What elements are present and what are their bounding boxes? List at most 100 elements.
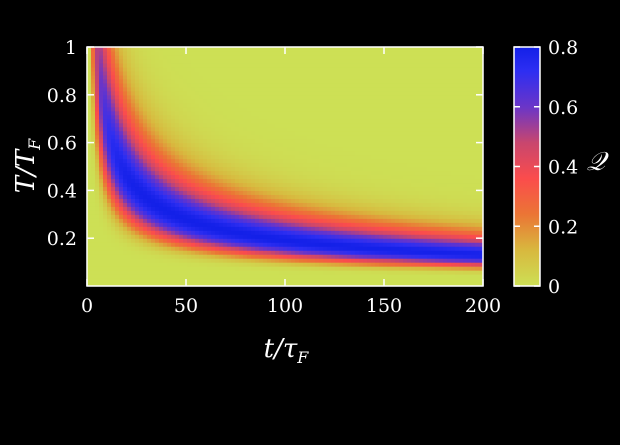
heatmap-cell xyxy=(255,210,260,215)
heatmap-cell xyxy=(271,266,276,271)
heatmap-cell xyxy=(271,158,276,164)
heatmap-cell xyxy=(235,62,240,68)
heatmap-cell xyxy=(251,158,256,164)
heatmap-cell xyxy=(371,266,376,271)
heatmap-cell xyxy=(367,126,372,132)
heatmap-cell xyxy=(263,194,268,199)
heatmap-cell xyxy=(315,106,320,112)
heatmap-cell xyxy=(87,230,92,235)
heatmap-cell xyxy=(219,254,224,259)
heatmap-cell xyxy=(163,90,168,96)
heatmap-cell xyxy=(259,98,264,104)
heatmap-cell xyxy=(223,262,228,267)
heatmap-cell xyxy=(187,130,192,136)
heatmap-cell xyxy=(175,234,180,239)
heatmap-cell xyxy=(291,50,296,56)
heatmap-cell xyxy=(375,138,380,144)
heatmap-cell xyxy=(179,270,184,275)
heatmap-cell xyxy=(187,66,192,72)
heatmap-cell xyxy=(247,86,252,92)
heatmap-cell xyxy=(371,94,376,100)
heatmap-cell xyxy=(363,98,368,104)
heatmap-cell xyxy=(379,94,384,100)
heatmap-cell xyxy=(323,106,328,112)
heatmap-cell xyxy=(243,146,248,152)
heatmap-cell xyxy=(179,274,184,279)
heatmap-cell xyxy=(159,230,164,235)
heatmap-cell xyxy=(207,278,212,283)
heatmap-cell xyxy=(171,250,176,255)
heatmap-cell xyxy=(135,158,140,164)
heatmap-cell xyxy=(95,47,100,52)
heatmap-cell xyxy=(95,174,100,180)
heatmap-cell xyxy=(399,194,404,199)
heatmap-cell xyxy=(415,214,420,219)
heatmap-cell xyxy=(379,118,384,124)
heatmap-cell xyxy=(307,86,312,92)
heatmap-cell xyxy=(347,206,352,211)
heatmap-cell xyxy=(239,274,244,279)
heatmap-cell xyxy=(407,82,412,88)
heatmap-cell xyxy=(219,138,224,144)
heatmap-cell xyxy=(299,254,304,259)
heatmap-cell xyxy=(343,98,348,104)
heatmap-cell xyxy=(119,150,124,156)
heatmap-cell xyxy=(263,66,268,72)
heatmap-cell xyxy=(375,218,380,223)
heatmap-cell xyxy=(327,266,332,271)
heatmap-cell xyxy=(231,106,236,112)
heatmap-cell xyxy=(87,154,92,160)
heatmap-cell xyxy=(167,106,172,112)
heatmap-cell xyxy=(335,94,340,100)
heatmap-cell xyxy=(391,206,396,211)
heatmap-cell xyxy=(99,262,104,267)
heatmap-cell xyxy=(391,278,396,283)
heatmap-cell xyxy=(219,270,224,275)
heatmap-cell xyxy=(203,86,208,92)
heatmap-cell xyxy=(115,250,120,255)
heatmap-cell xyxy=(107,262,112,267)
heatmap-cell xyxy=(283,254,288,259)
heatmap-cell xyxy=(311,90,316,96)
heatmap-cell xyxy=(171,74,176,80)
heatmap-cell xyxy=(371,218,376,223)
heatmap-cell xyxy=(211,178,216,184)
heatmap-cell xyxy=(291,118,296,124)
heatmap-cell xyxy=(123,210,128,215)
heatmap-cell xyxy=(407,230,412,235)
heatmap-cell xyxy=(359,186,364,191)
heatmap-cell xyxy=(191,150,196,156)
heatmap-cell xyxy=(219,222,224,227)
heatmap-cell xyxy=(371,250,376,255)
heatmap-cell xyxy=(307,206,312,211)
heatmap-cell xyxy=(171,70,176,76)
heatmap-cell xyxy=(375,158,380,164)
heatmap-cell xyxy=(191,234,196,239)
heatmap-cell xyxy=(331,186,336,191)
heatmap-cell xyxy=(359,262,364,267)
heatmap-cell xyxy=(383,146,388,152)
heatmap-cell xyxy=(215,218,220,223)
heatmap-cell xyxy=(123,94,128,100)
heatmap-cell xyxy=(411,278,416,283)
heatmap-cell xyxy=(95,278,100,283)
heatmap-cell xyxy=(319,270,324,275)
heatmap-cell xyxy=(223,226,228,231)
heatmap-cell xyxy=(267,214,272,219)
heatmap-cell xyxy=(295,130,300,136)
heatmap-cell xyxy=(107,278,112,283)
heatmap-cell xyxy=(123,174,128,180)
heatmap-cell xyxy=(415,198,420,203)
heatmap-cell xyxy=(147,186,152,191)
heatmap-cell xyxy=(99,114,104,120)
heatmap-cell xyxy=(347,146,352,152)
heatmap-cell xyxy=(215,262,220,267)
heatmap-cell xyxy=(163,194,168,199)
heatmap-cell xyxy=(347,218,352,223)
heatmap-cell xyxy=(359,218,364,223)
heatmap-cell xyxy=(227,174,232,180)
heatmap-cell xyxy=(375,62,380,68)
heatmap-cell xyxy=(315,194,320,199)
heatmap-cell xyxy=(407,226,412,231)
heatmap-cell xyxy=(275,182,280,188)
